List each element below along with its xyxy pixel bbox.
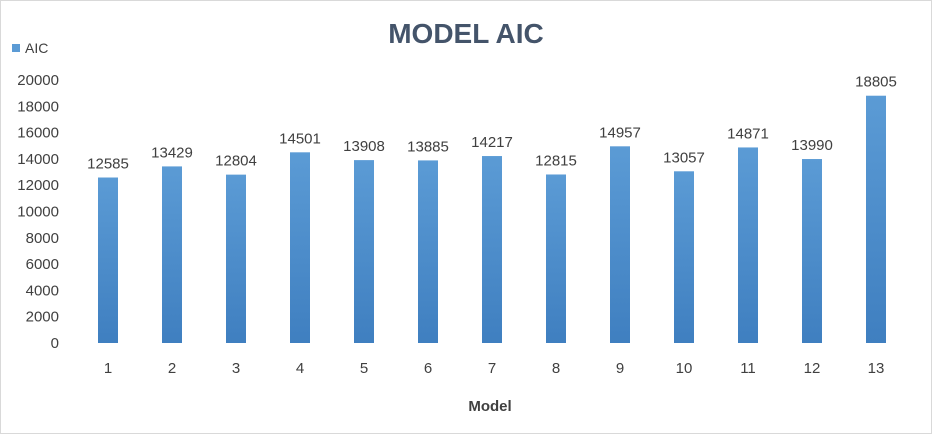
y-tick-label: 20000 [17, 72, 59, 89]
bars [98, 95, 886, 343]
bar [162, 166, 182, 343]
x-tick-label: 1 [104, 360, 112, 377]
bar [802, 159, 822, 343]
data-label: 12815 [535, 152, 577, 169]
legend: AIC [12, 40, 48, 56]
x-tick-label: 2 [168, 360, 176, 377]
legend-label: AIC [25, 40, 49, 56]
y-tick-label: 12000 [17, 177, 59, 194]
x-tick-label: 6 [424, 360, 432, 377]
y-tick-label: 10000 [17, 204, 59, 221]
bar [226, 174, 246, 343]
x-tick-label: 4 [296, 360, 304, 377]
bar [738, 147, 758, 343]
data-label: 13908 [343, 138, 385, 155]
x-tick-label: 11 [740, 360, 756, 377]
x-axis: 1 2 3 4 5 6 7 8 9 10 11 12 13 [104, 360, 885, 377]
data-label: 13885 [407, 138, 449, 155]
bar [418, 160, 438, 343]
y-tick-label: 8000 [26, 230, 59, 247]
x-tick-label: 10 [676, 360, 693, 377]
data-label: 14871 [727, 125, 769, 142]
x-tick-label: 3 [232, 360, 240, 377]
y-tick-label: 16000 [17, 125, 59, 142]
y-tick-label: 6000 [26, 256, 59, 273]
bar [290, 152, 310, 343]
data-label: 12804 [215, 153, 257, 170]
bar [354, 160, 374, 343]
x-tick-label: 5 [360, 360, 368, 377]
bar [610, 146, 630, 343]
data-label: 14957 [599, 124, 641, 141]
data-labels: 12585 13429 12804 14501 13908 13885 14217 12815… [87, 74, 897, 173]
data-label: 18805 [855, 74, 897, 91]
y-tick-label: 4000 [26, 282, 59, 299]
y-tick-label: 2000 [26, 309, 59, 326]
bar [546, 174, 566, 343]
x-tick-label: 9 [616, 360, 624, 377]
x-axis-title: Model [468, 398, 511, 415]
bar [482, 156, 502, 343]
data-label: 14501 [279, 130, 321, 147]
data-label: 13429 [151, 144, 193, 161]
x-tick-label: 13 [868, 360, 885, 377]
bar [98, 177, 118, 343]
x-tick-label: 7 [488, 360, 496, 377]
bar [674, 171, 694, 343]
y-tick-label: 14000 [17, 151, 59, 168]
data-label: 13990 [791, 137, 833, 154]
x-tick-label: 8 [552, 360, 560, 377]
data-label: 13057 [663, 149, 705, 166]
y-tick-label: 0 [51, 335, 59, 352]
bar [866, 95, 886, 343]
y-tick-label: 18000 [17, 98, 59, 115]
data-label: 12585 [87, 156, 129, 173]
x-tick-label: 12 [804, 360, 821, 377]
legend-swatch [12, 44, 20, 52]
data-label: 14217 [471, 134, 513, 151]
chart-title: MODEL AIC [388, 18, 544, 49]
y-axis: 0 2000 4000 6000 8000 10000 12000 14000 16000 180… [17, 72, 59, 352]
